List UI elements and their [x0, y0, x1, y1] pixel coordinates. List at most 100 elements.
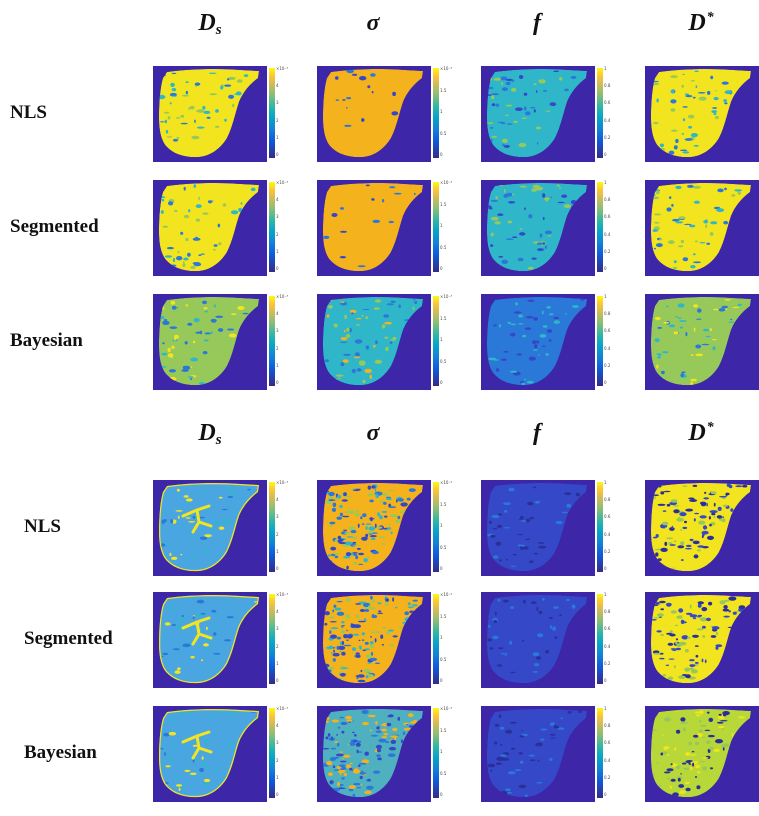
- parameter-map: [481, 480, 595, 576]
- colorbar-tick: 4: [276, 497, 279, 503]
- parameter-map: [317, 180, 431, 276]
- parameter-map: [317, 294, 431, 390]
- colorbar-tick: 0.8: [604, 197, 611, 203]
- colorbar-tick: 1: [276, 362, 279, 368]
- colorbar-tick: 2: [276, 531, 279, 537]
- parameter-map: [153, 592, 267, 688]
- colorbar: [597, 296, 603, 386]
- colorbar-tick: 0.2: [604, 248, 611, 254]
- colorbar-tick: 0.5: [440, 770, 447, 776]
- parameter-map: [481, 294, 595, 390]
- colorbar-tick: ×10⁻³: [440, 294, 453, 299]
- colorbar-tick: 1: [440, 223, 443, 228]
- colorbar-tick: 0.6: [604, 100, 611, 106]
- colorbar-tick: 2: [276, 117, 279, 123]
- colorbar-tick: ×10⁻³: [276, 66, 289, 71]
- colorbar-tick: 1.5: [440, 87, 447, 93]
- parameter-map: [481, 706, 595, 802]
- colorbar-tick: 1.5: [440, 727, 447, 733]
- parameter-map: [645, 706, 759, 802]
- column-title-base: f: [533, 10, 541, 36]
- colorbar: [597, 68, 603, 158]
- parameter-map: [317, 706, 431, 802]
- parameter-map: [153, 480, 267, 576]
- colorbar-tick: 2: [276, 643, 279, 649]
- colorbar-tick: 0.6: [604, 328, 611, 334]
- colorbar-tick: 4: [276, 609, 279, 615]
- colorbar-tick: 0.4: [604, 117, 611, 123]
- row-label: NLS: [24, 516, 61, 537]
- colorbar-tick: ×10⁻³: [276, 592, 289, 597]
- colorbar-tick: 2: [276, 757, 279, 763]
- parameter-map: [645, 592, 759, 688]
- column-title: Ds: [150, 10, 270, 39]
- colorbar-tick: 1: [276, 134, 279, 140]
- colorbar-tick: 1: [276, 774, 279, 780]
- colorbar-tick: 1: [604, 180, 607, 185]
- colorbar: [597, 708, 603, 798]
- colorbar-tick: 0.2: [604, 548, 611, 554]
- colorbar-tick: 4: [276, 197, 279, 203]
- colorbar: [433, 296, 439, 386]
- colorbar-tick: 0: [440, 566, 443, 571]
- colorbar-tick: 0: [440, 380, 443, 385]
- colorbar-tick: 3: [276, 100, 279, 106]
- parameter-map: [317, 66, 431, 162]
- row-label: Segmented: [10, 216, 99, 237]
- colorbar-tick: ×10⁻³: [276, 706, 289, 711]
- parameter-map: [481, 66, 595, 162]
- colorbar-tick: 4: [276, 723, 279, 729]
- colorbar: [433, 594, 439, 684]
- colorbar-tick: 0.5: [440, 656, 447, 662]
- colorbar-tick: 1: [604, 480, 607, 485]
- colorbar-tick: 0: [604, 152, 607, 157]
- column-title-base: σ: [366, 10, 380, 36]
- colorbar-tick: 0: [440, 792, 443, 797]
- colorbar-tick: 0: [604, 678, 607, 683]
- parameter-map: [645, 180, 759, 276]
- colorbar: [433, 68, 439, 158]
- colorbar-tick: 0: [276, 792, 279, 797]
- colorbar-tick: 0: [604, 566, 607, 571]
- colorbar-tick: 0.5: [440, 544, 447, 550]
- column-title: f: [477, 10, 597, 37]
- colorbar-tick: 1.5: [440, 501, 447, 507]
- colorbar-tick: ×10⁻³: [276, 180, 289, 185]
- colorbar-tick: 0.6: [604, 740, 611, 746]
- colorbar-tick: 0.6: [604, 626, 611, 632]
- colorbar-tick: 0.4: [604, 757, 611, 763]
- colorbar-tick: 3: [276, 328, 279, 334]
- column-title-subscript: s: [215, 22, 222, 38]
- parameter-map: [645, 66, 759, 162]
- colorbar-tick: 0.4: [604, 345, 611, 351]
- column-title-superscript: *: [706, 420, 714, 435]
- column-title: D*: [641, 420, 759, 447]
- colorbar-tick: 0: [276, 566, 279, 571]
- colorbar: [433, 708, 439, 798]
- colorbar-tick: 0: [604, 266, 607, 271]
- parameter-map: [481, 592, 595, 688]
- column-title-superscript: *: [706, 10, 714, 25]
- colorbar-tick: 3: [276, 626, 279, 632]
- column-title: σ: [313, 10, 433, 37]
- column-title-base: D: [198, 420, 216, 446]
- colorbar-tick: ×10⁻³: [276, 480, 289, 485]
- colorbar-tick: 1: [604, 592, 607, 597]
- colorbar-tick: 1: [604, 706, 607, 711]
- column-title-base: σ: [366, 420, 380, 446]
- colorbar: [597, 594, 603, 684]
- colorbar-tick: 1: [604, 294, 607, 299]
- colorbar-tick: 0: [276, 678, 279, 683]
- colorbar-tick: 0.5: [440, 358, 447, 364]
- colorbar-tick: 1: [276, 248, 279, 254]
- colorbar-tick: 0.6: [604, 514, 611, 520]
- colorbar-tick: 1: [440, 523, 443, 528]
- colorbar-tick: 4: [276, 83, 279, 89]
- colorbar-tick: 3: [276, 514, 279, 520]
- colorbar-tick: 0.2: [604, 362, 611, 368]
- colorbar: [269, 296, 275, 386]
- colorbar-tick: 0.4: [604, 231, 611, 237]
- column-title: σ: [313, 420, 433, 447]
- colorbar-tick: 0: [276, 380, 279, 385]
- parameter-map: [153, 66, 267, 162]
